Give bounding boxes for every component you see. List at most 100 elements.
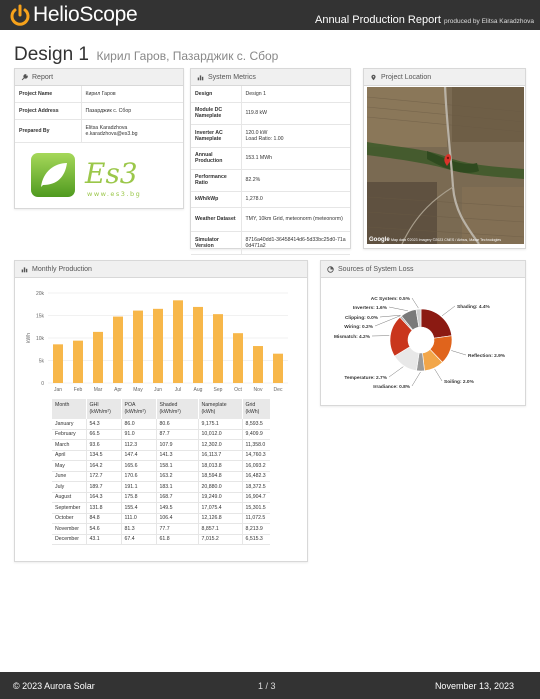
loss-label: Temperature: 2.7%	[344, 375, 387, 381]
top-bar: HelioScope Annual Production Report prod…	[0, 0, 540, 30]
table-cell: 16,113.7	[198, 450, 243, 461]
y-axis-label: kWh	[26, 333, 32, 343]
table-cell: 19,249.0	[198, 492, 243, 503]
power-icon	[10, 4, 30, 26]
monthly-panel-title: Monthly Production	[32, 265, 92, 273]
bar	[253, 346, 263, 383]
table-cell: September	[52, 502, 87, 514]
column-header: Shaded (kWh/m²)	[156, 399, 199, 419]
table-cell: 91.0	[121, 429, 157, 440]
table-row: November 54.6 81.3 77.7 8,857.1 8,213.9	[52, 523, 270, 535]
table-row: Annual Production 153.1 MWh	[191, 147, 350, 170]
table-row: Simulator Version 8716a40dd1-36458414d6-5…	[191, 231, 350, 255]
table-cell: 67.4	[121, 534, 157, 545]
row-key: Simulator Version	[191, 231, 242, 255]
table-cell: 189.7	[86, 481, 122, 493]
table-cell: July	[52, 481, 87, 493]
x-tick-label: Jun	[154, 387, 162, 393]
page-title: Design 1 Кирил Гаров, Пазарджик с. Сбор	[14, 44, 278, 66]
table-cell: 12,126.8	[198, 513, 243, 524]
table-cell: 149.5	[156, 502, 199, 514]
report-date: November 13, 2023	[434, 681, 514, 691]
loss-panel-title: Sources of System Loss	[338, 265, 414, 273]
pie-chart-icon	[327, 265, 334, 273]
x-tick-label: Nov	[254, 387, 263, 393]
table-cell: 17,075.4	[198, 502, 243, 514]
table-row: Inverter AC Nameplate 120.0 kW Load Ratio:…	[191, 124, 350, 148]
table-row: March 93.6 112.3 107.9 12,302.0 11,358.0	[52, 439, 270, 451]
table-cell: 163.2	[156, 471, 199, 482]
leader-line	[411, 297, 419, 309]
table-cell: 112.3	[121, 439, 157, 451]
satellite-map[interactable]: Google Map data ©2023 Imagery ©2023 CNES…	[367, 87, 524, 244]
bar	[213, 314, 223, 383]
table-cell: 8,593.5	[242, 418, 270, 430]
produced-by: produced by Elitsa Karadzhova	[444, 18, 534, 25]
loss-slice-ac-system	[415, 308, 422, 328]
table-cell: 93.6	[86, 439, 122, 451]
location-panel-title: Project Location	[381, 73, 432, 81]
location-panel-header: Project Location	[364, 69, 525, 86]
leader-line	[441, 305, 456, 317]
preparer-email: e.karadzhova@es3.bg	[85, 130, 138, 137]
table-cell: 43.1	[86, 534, 122, 545]
wrench-icon	[21, 73, 28, 80]
table-cell: 16,904.7	[242, 492, 270, 503]
loss-label: Reflection: 2.9%	[468, 353, 506, 359]
row-value: 153.1 MWh	[241, 147, 350, 170]
map-marker-icon	[371, 74, 376, 80]
logo-wordmark: Es3	[84, 157, 138, 190]
table-cell: 107.9	[156, 439, 199, 451]
system-metrics-panel: System Metrics Design Design 1 Module DC …	[190, 68, 351, 255]
table-row: Performance Ratio 82.2%	[191, 169, 350, 192]
bar	[133, 310, 143, 383]
table-cell: 175.8	[121, 492, 157, 503]
report-panel-header: Report	[15, 69, 183, 86]
table-row: February 66.5 91.0 87.7 10,012.0 9,409.9	[52, 429, 270, 440]
monthly-table: Month GHI (kWh/m²) POA (kWh/m²) Shaded (…	[52, 399, 270, 545]
table-row: January 54.3 86.0 80.6 9,175.1 8,593.5	[52, 418, 270, 430]
table-row: August 164.3 175.8 168.7 19,249.0 16,904.7	[52, 492, 270, 503]
table-cell: 16,482.3	[242, 471, 270, 482]
bar	[193, 306, 203, 383]
table-cell: 18,372.5	[242, 481, 270, 493]
monthly-bar-chart: 0 5k 10k 15k 20k kWh Jan Feb Mar Apr May Jun Jul Aug S…	[26, 291, 288, 393]
x-tick-label: Jan	[54, 387, 62, 393]
monthly-panel-header: Monthly Production	[15, 261, 307, 278]
metrics-panel-header: System Metrics	[191, 69, 350, 86]
table-cell: 147.4	[121, 450, 157, 461]
footer-copyright: © 2023 Aurora Solar	[13, 681, 95, 691]
metrics-panel-title: System Metrics	[208, 73, 256, 81]
bar	[113, 316, 123, 383]
table-cell: 11,358.0	[242, 439, 270, 451]
row-key: kWh/kWp	[191, 191, 242, 208]
system-loss-donut: Shading: 4.4% Reflection: 2.9% Soiling: 2.…	[334, 296, 506, 390]
table-cell: April	[52, 450, 87, 461]
metrics-table: Design Design 1 Module DC Nameplate 119.8 …	[191, 86, 350, 255]
table-cell: 10,012.0	[198, 429, 243, 440]
x-tick-label: Sep	[214, 387, 223, 393]
row-value: 8716a40dd1-36458414d6-5d33bc25d0-71a0d47…	[241, 231, 350, 255]
table-cell: 164.3	[86, 492, 122, 503]
footer: © 2023 Aurora Solar 1 / 3 November 13, 2…	[0, 672, 540, 699]
table-cell: 15,301.5	[242, 502, 270, 514]
table-cell: 170.6	[121, 471, 157, 482]
leader-line	[451, 350, 467, 356]
bar	[173, 300, 183, 383]
copyright-text: © 2023	[13, 681, 43, 691]
report-panel-title: Report	[32, 73, 54, 81]
map-imagery	[367, 87, 524, 244]
table-header-row: Month GHI (kWh/m²) POA (kWh/m²) Shaded (…	[52, 399, 270, 419]
row-key: Weather Dataset	[191, 207, 242, 232]
leader-line	[374, 315, 401, 327]
table-cell: 172.7	[86, 471, 122, 482]
row-value: 120.0 kW Load Ratio: 1.00	[241, 124, 350, 148]
design-subtitle: Кирил Гаров, Пазарджик с. Сбор	[96, 49, 279, 63]
table-cell: June	[52, 471, 87, 482]
table-row: December 43.1 67.4 61.8 7,015.2 6,515.3	[52, 534, 270, 545]
table-cell: 8,213.9	[242, 523, 270, 535]
bar	[233, 333, 243, 383]
preparer-name: Elitsa Karadzhova	[85, 124, 128, 131]
table-cell: 54.3	[86, 418, 122, 430]
es3-logo: Es3 www.es3.bg	[31, 152, 140, 198]
